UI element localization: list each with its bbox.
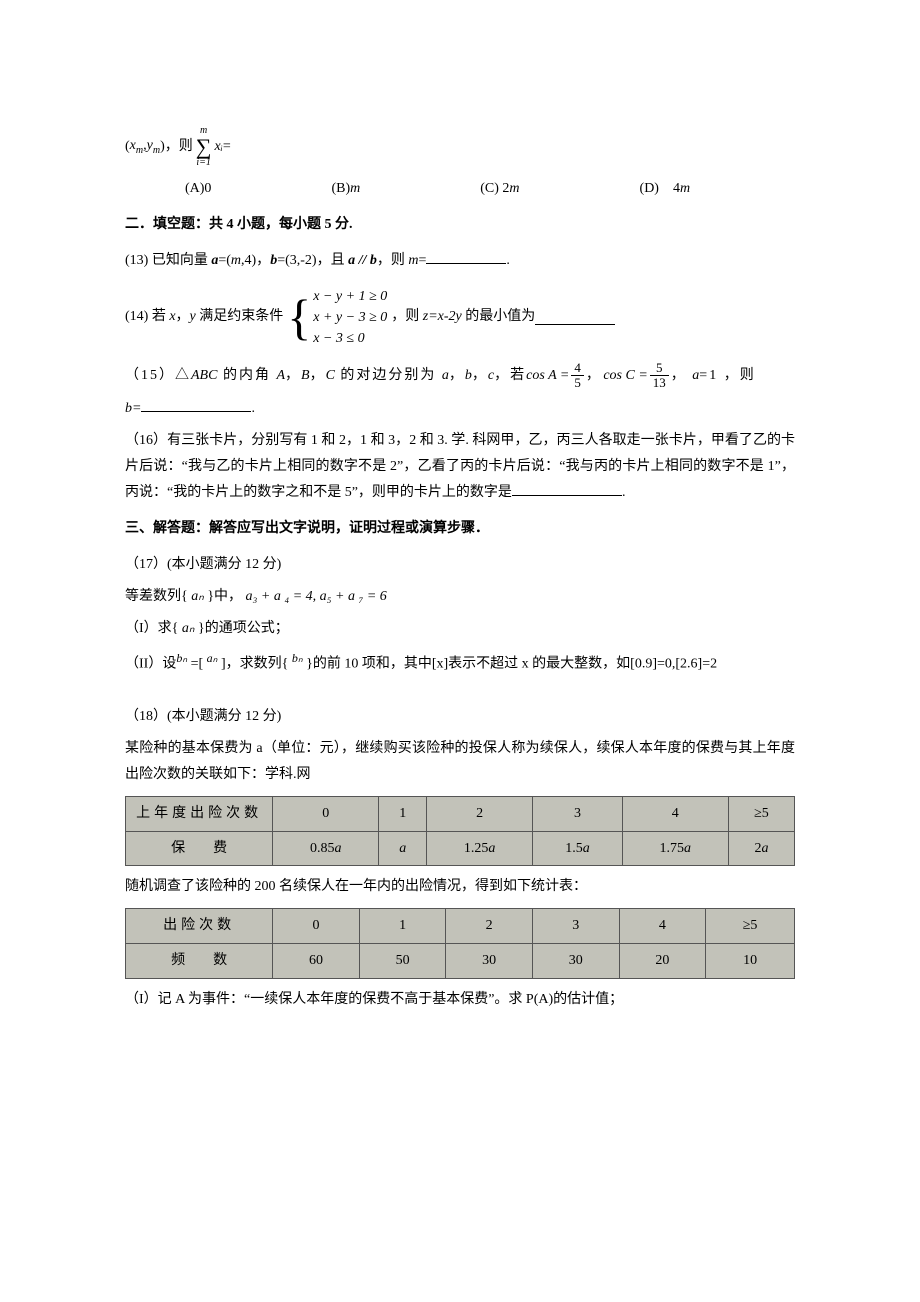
- table-cell: ≥5: [706, 909, 795, 944]
- cosA-label: cos A =: [526, 363, 569, 389]
- question-17-part2: （II）设bₙ =[ aₙ ]，求数列{ bₙ }的前 10 项和，其中[x]表…: [125, 647, 795, 678]
- sigma-symbol: ∑: [196, 136, 212, 158]
- table-cell: 1.5a: [533, 831, 622, 866]
- table-header-cell: 保 费: [126, 831, 273, 866]
- section-2-heading: 二．填空题：共 4 小题，每小题 5 分.: [125, 212, 795, 238]
- cosC-label: cos C =: [603, 363, 647, 389]
- constraint-1: x − y + 1 ≥ 0: [313, 286, 387, 307]
- table-header-cell: 上年度出险次数: [126, 796, 273, 831]
- constraint-3: x − 3 ≤ 0: [313, 328, 387, 349]
- question-18-mid: 随机调查了该险种的 200 名续保人在一年内的出险情况，得到如下统计表：: [125, 874, 795, 900]
- stem-mid: )，则: [160, 134, 193, 160]
- table-cell: 30: [446, 944, 533, 979]
- constraint-system: { x − y + 1 ≥ 0 x + y − 3 ≥ 0 x − 3 ≤ 0: [287, 286, 387, 349]
- frequency-table: 出险次数 0 1 2 3 4 ≥5 频 数 60 50 30 30 20 10: [125, 908, 795, 979]
- comma-1: ，: [586, 363, 600, 389]
- summation: m ∑ i=1: [196, 126, 212, 168]
- table-cell: 60: [273, 944, 360, 979]
- constraint-2: x + y − 3 ≥ 0: [313, 307, 387, 328]
- q14-pre: (14) 若 x，y 满足约束条件: [125, 304, 283, 330]
- option-d: (D) 4m: [640, 176, 691, 202]
- table-cell: 2a: [728, 831, 794, 866]
- q14-post: ，则 z=x-2y 的最小值为: [391, 304, 535, 330]
- table-cell: 50: [359, 944, 446, 979]
- table-cell: 0: [273, 796, 379, 831]
- table-cell: 3: [533, 796, 622, 831]
- q15-post: ， a=1 ，则: [671, 363, 756, 389]
- sum-lower: i=1: [196, 158, 212, 168]
- constraint-lines: x − y + 1 ≥ 0 x + y − 3 ≥ 0 x − 3 ≤ 0: [313, 286, 387, 349]
- question-15: （15）△ABC 的内角 A，B，C 的对边分别为 a，b，c，若 cos A …: [125, 361, 795, 391]
- question-12-stem: ( xm,ym )，则 m ∑ i=1 xᵢ =: [125, 126, 795, 168]
- table-cell: 2: [427, 796, 533, 831]
- q15-b: b=: [125, 401, 141, 416]
- frac-5-13: 513: [650, 361, 669, 391]
- option-b: (B)m: [331, 176, 360, 202]
- table-row: 上年度出险次数 0 1 2 3 4 ≥5: [126, 796, 795, 831]
- question-18-title: （18）(本小题满分 12 分): [125, 704, 795, 730]
- table-cell: 1.25a: [427, 831, 533, 866]
- question-17-stem: 等差数列{ aₙ }中， a₃ + a ₄ = 4, a₅ + a ₇ = 6: [125, 584, 795, 610]
- option-a: (A)0: [185, 176, 211, 202]
- q13-text: (13) 已知向量 a=(m,4)，b=(3,-2)，且 a // b，则 m=: [125, 253, 426, 268]
- q14-blank: [535, 310, 615, 325]
- table-row: 出险次数 0 1 2 3 4 ≥5: [126, 909, 795, 944]
- table-cell: 2: [446, 909, 533, 944]
- section-3-heading: 三、解答题：解答应写出文字说明，证明过程或演算步骤．: [125, 516, 795, 542]
- question-17-part1: （I）求{ aₙ }的通项公式；: [125, 616, 795, 642]
- table-cell: 1: [379, 796, 427, 831]
- question-13: (13) 已知向量 a=(m,4)，b=(3,-2)，且 a // b，则 m=…: [125, 248, 795, 274]
- table-cell: 0.85a: [273, 831, 379, 866]
- frac-4-5: 45: [571, 361, 584, 391]
- table-cell: 1.75a: [622, 831, 728, 866]
- question-18-stem: 某险种的基本保费为 a（单位：元），继续购买该险种的投保人称为续保人，续保人本年…: [125, 736, 795, 788]
- table-cell: a: [379, 831, 427, 866]
- q16-text: （16）有三张卡片，分别写有 1 和 2，1 和 3，2 和 3. 学. 科网甲…: [125, 433, 795, 500]
- question-12-options: (A)0 (B)m (C) 2m (D) 4m: [185, 176, 795, 202]
- question-17-title: （17）(本小题满分 12 分): [125, 552, 795, 578]
- premium-table: 上年度出险次数 0 1 2 3 4 ≥5 保 费 0.85a a 1.25a 1…: [125, 796, 795, 867]
- question-14: (14) 若 x，y 满足约束条件 { x − y + 1 ≥ 0 x + y …: [125, 280, 795, 355]
- brace-icon: {: [287, 292, 311, 342]
- table-cell: 4: [622, 796, 728, 831]
- q16-blank: [512, 481, 622, 496]
- sum-body: xᵢ: [214, 134, 222, 160]
- table-header-cell: 出险次数: [126, 909, 273, 944]
- table-cell: 10: [706, 944, 795, 979]
- question-15-line2: b=.: [125, 396, 795, 422]
- var-xm: xm,ym: [130, 133, 160, 160]
- table-cell: ≥5: [728, 796, 794, 831]
- table-cell: 4: [619, 909, 706, 944]
- q15-blank: [141, 397, 251, 412]
- table-row: 保 费 0.85a a 1.25a 1.5a 1.75a 2a: [126, 831, 795, 866]
- table-row: 频 数 60 50 30 30 20 10: [126, 944, 795, 979]
- table-cell: 3: [532, 909, 619, 944]
- q17-equation: a₃ + a ₄ = 4, a₅ + a ₇ = 6: [246, 589, 387, 604]
- q13-blank: [426, 249, 506, 264]
- table-cell: 1: [359, 909, 446, 944]
- option-c: (C) 2m: [480, 176, 519, 202]
- q15-pre: （15）△ABC 的内角 A，B，C 的对边分别为 a，b，c，若: [125, 363, 526, 389]
- table-cell: 30: [532, 944, 619, 979]
- table-cell: 0: [273, 909, 360, 944]
- table-header-cell: 频 数: [126, 944, 273, 979]
- question-18-part1: （I）记 A 为事件：“一续保人本年度的保费不高于基本保费”。求 P(A)的估计…: [125, 987, 795, 1013]
- equals: =: [223, 134, 231, 160]
- table-cell: 20: [619, 944, 706, 979]
- question-16: （16）有三张卡片，分别写有 1 和 2，1 和 3，2 和 3. 学. 科网甲…: [125, 428, 795, 506]
